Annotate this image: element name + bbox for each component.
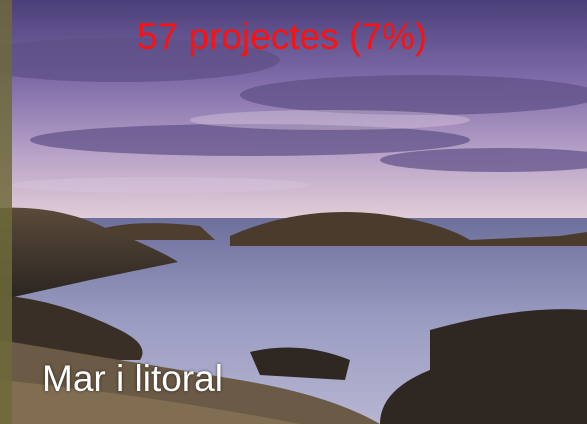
photo-tile: 57 projectes (7%) Mar i litoral <box>0 0 587 424</box>
category-label: Mar i litoral <box>42 358 223 400</box>
project-count: 57 projectes (7%) <box>137 16 427 58</box>
